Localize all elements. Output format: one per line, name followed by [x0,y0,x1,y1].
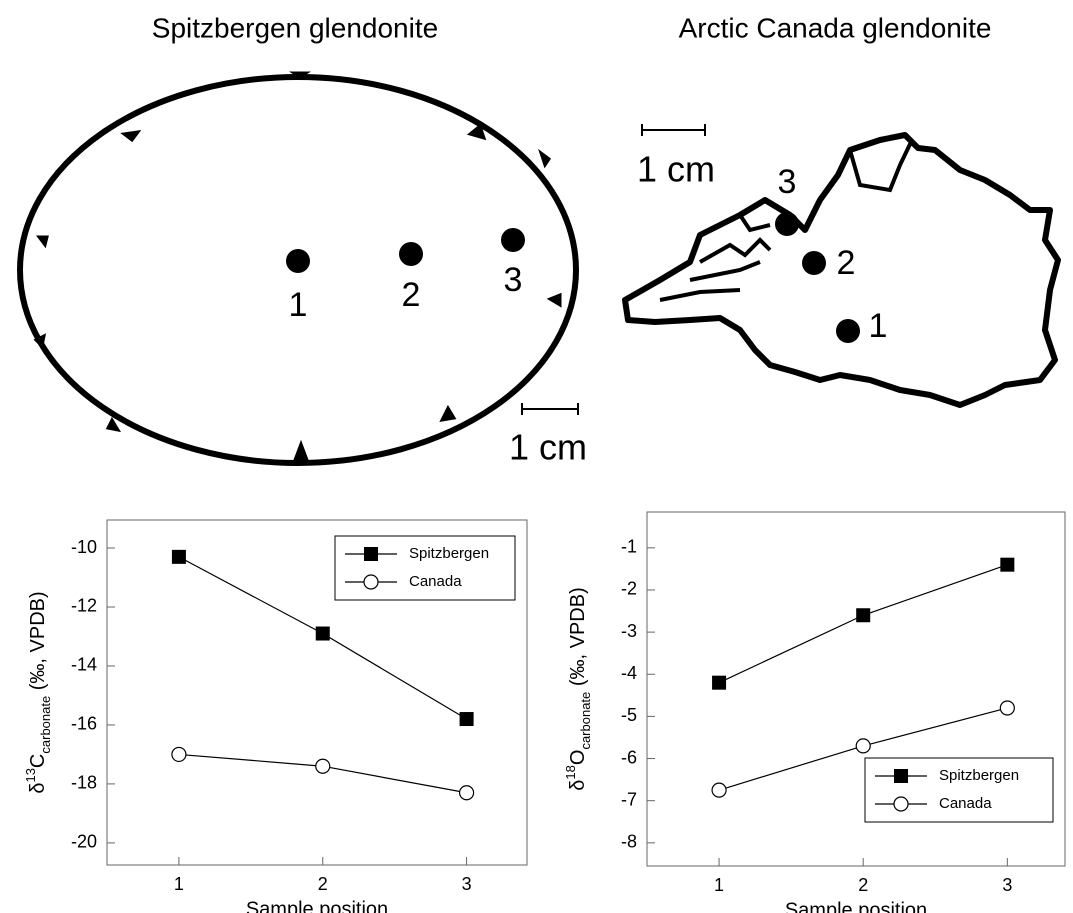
diagram-title: Arctic Canada glendonite [679,12,992,43]
y-tick-label: -20 [71,832,97,852]
scale-label: 1 cm [637,149,715,190]
plot-frame [106,519,528,866]
canada-detail [659,139,914,302]
x-tick-label: 1 [714,875,724,895]
y-axis-label-part: 18 [563,765,578,779]
x-tick-label: 3 [462,874,472,894]
marker-circle [711,782,727,798]
marker-square [856,608,871,623]
marker-circle [855,738,871,754]
y-tick-label: -10 [71,537,97,557]
y-tick-label: -7 [621,789,637,809]
y-axis-label-part: 13 [23,768,38,782]
y-axis-label-part: carbonate [38,696,53,754]
y-axis-label-part: (‰, VPDB) [567,587,589,691]
scale-bar [521,403,579,415]
marker-circle [893,796,909,812]
x-tick-label: 1 [174,874,184,894]
y-axis-label-part: δ [27,783,49,794]
marker-circle [363,574,379,590]
sample-dots [286,228,525,273]
marker-circle [315,758,331,774]
x-axis-label: Sample position [785,899,927,913]
sample-label: 2 [837,244,856,282]
legend-label: Canada [409,573,462,590]
y-tick-label: -1 [621,537,637,557]
sample-dots [775,212,860,343]
y-tick-label: -6 [621,747,637,767]
marker-square [1000,557,1015,572]
y-axis-label-part: O [567,750,589,766]
y-tick-label: -5 [621,705,637,725]
marker-circle [171,746,187,763]
sample-label: 1 [869,307,888,345]
y-axis-label-part: carbonate [578,692,593,750]
canada-outline [622,132,1061,408]
y-axis-label-part: δ [567,780,589,791]
marker-square [894,769,908,783]
legend-label: Spitzbergen [409,545,489,562]
legend-label: Canada [939,795,992,812]
y-axis-label-part: C [27,754,49,768]
y-axis-label-part: (‰, VPDB) [27,591,49,695]
legend-box [864,757,1054,823]
y-tick-label: -14 [71,655,97,675]
scale-bar [641,124,706,136]
y-axis-label-group: δ18Ocarbonate (‰, VPDB) [563,587,593,790]
sample-label: 3 [504,261,523,299]
y-axis-label: δ13Ccarbonate (‰, VPDB) [23,591,53,793]
x-tick-label: 3 [1002,875,1012,895]
y-tick-label: -3 [621,621,637,641]
sample-label: 2 [402,276,421,314]
series-line [718,564,1008,684]
marker-square [459,712,474,727]
marker-square [171,549,186,564]
x-tick-label: 2 [318,874,328,894]
marker-circle [458,785,475,801]
marker-square [315,626,330,641]
y-tick-label: -2 [621,579,637,599]
marker-square [712,675,727,690]
y-tick-label: -18 [71,773,97,793]
y-tick-label: -16 [71,714,97,734]
y-axis-label-group: δ13Ccarbonate (‰, VPDB) [23,591,53,793]
y-tick-label: -8 [621,832,637,852]
sample-label: 3 [778,163,797,201]
sample-label: 1 [289,286,308,324]
legend-box [334,535,516,601]
marker-circle [999,700,1015,716]
spitzbergen-outline [17,71,579,466]
x-tick-label: 2 [858,875,868,895]
y-axis-label: δ18Ocarbonate (‰, VPDB) [563,587,593,790]
y-tick-label: -12 [71,596,97,616]
diagram-title: Spitzbergen glendonite [152,12,438,43]
scale-label: 1 cm [509,427,587,468]
x-axis-label: Sample position [246,898,388,913]
y-tick-label: -4 [621,663,637,683]
plot-frame [646,511,1066,867]
marker-square [364,547,378,561]
legend-label: Spitzbergen [939,767,1019,784]
